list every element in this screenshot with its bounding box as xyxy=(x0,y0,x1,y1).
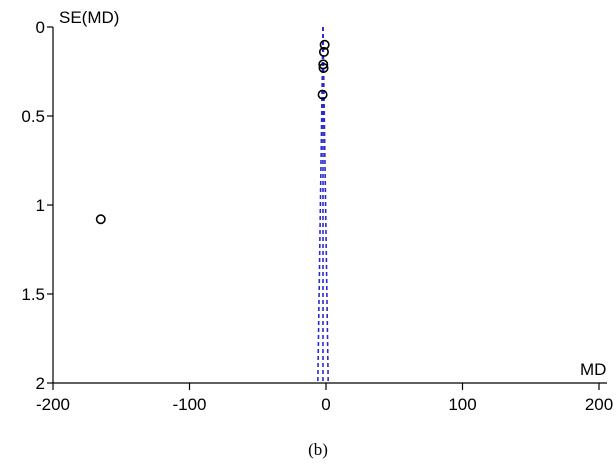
y-tick-label: 0.5 xyxy=(21,107,45,126)
data-point xyxy=(95,214,106,225)
data-point xyxy=(318,46,329,57)
y-tick-label: 2 xyxy=(36,374,45,393)
y-tick-label: 0 xyxy=(36,18,45,37)
funnel-right-boundary xyxy=(322,26,329,384)
data-points-group xyxy=(95,39,330,225)
x-axis-title: MD xyxy=(580,360,606,379)
x-tick-label: 0 xyxy=(321,395,330,414)
funnel-lines-group xyxy=(317,26,329,384)
data-point xyxy=(317,89,328,100)
y-tick-label: 1 xyxy=(36,196,45,215)
x-tick-label: 100 xyxy=(448,395,476,414)
labels-group: SE(MD) MD (b) xyxy=(59,8,606,459)
y-axis-title: SE(MD) xyxy=(59,8,119,27)
x-tick-label: -100 xyxy=(172,395,206,414)
x-tick-label: 200 xyxy=(585,395,613,414)
figure-caption: (b) xyxy=(308,440,328,459)
x-tick-label: -200 xyxy=(36,395,70,414)
axes-group: 0 0.5 1 1.5 2 -200 -100 0 100 200 xyxy=(21,18,613,414)
data-point xyxy=(318,59,329,70)
data-point xyxy=(318,62,329,73)
data-point xyxy=(319,39,330,50)
y-tick-label: 1.5 xyxy=(21,285,45,304)
funnel-left-boundary xyxy=(317,26,324,384)
